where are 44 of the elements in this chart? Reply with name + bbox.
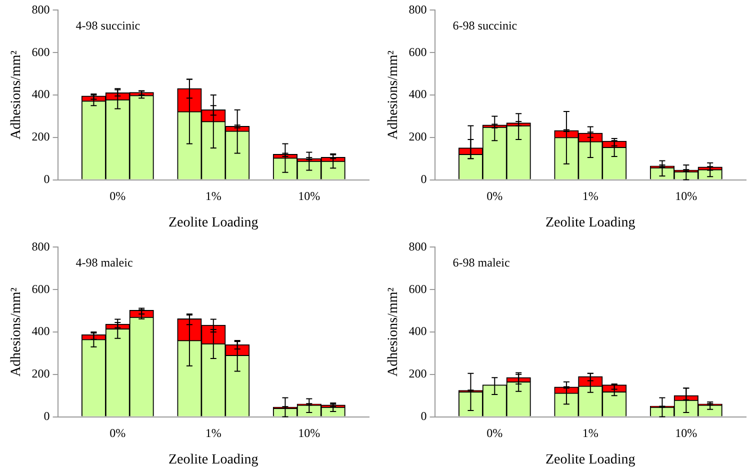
y-axis-title: Adhesions/mm²: [386, 50, 402, 140]
x-tick-label: 0%: [110, 189, 126, 204]
y-tick-label: 400: [32, 87, 50, 102]
x-axis-title: Zeolite Loading: [545, 452, 636, 468]
x-tick-label: 10%: [298, 426, 320, 440]
x-axis-title: Zeolite Loading: [168, 215, 258, 230]
y-tick-label: 200: [408, 130, 427, 144]
x-tick-label: 1%: [205, 426, 222, 440]
text: 4-98 maleic: [76, 255, 133, 270]
x-tick-label: 0%: [486, 189, 503, 204]
y-axis-title: Adhesions/mm²: [9, 50, 24, 140]
y-tick-label: 400: [32, 324, 50, 338]
text: 6-98 succinic: [452, 18, 518, 32]
y-tick-label: 200: [32, 366, 50, 381]
y-tick-label: 400: [408, 87, 427, 102]
y-tick-label: 600: [408, 282, 427, 296]
x-tick-label: 1%: [205, 189, 222, 204]
y-tick-label: 200: [408, 366, 427, 381]
y-tick-label: 0: [44, 408, 50, 423]
y-tick-label: 800: [408, 2, 427, 16]
x-tick-label: 10%: [675, 426, 698, 440]
y-axis-title: Adhesions/mm²: [9, 288, 24, 376]
text: 6-98 maleic: [452, 255, 510, 270]
x-tick-label: 1%: [582, 189, 598, 204]
y-tick-label: 600: [32, 282, 50, 296]
y-axis-title: Adhesions/mm²: [386, 288, 402, 376]
y-tick-label: 0: [420, 172, 427, 186]
y-tick-label: 0: [44, 172, 50, 186]
y-tick-label: 600: [32, 44, 50, 59]
x-tick-label: 0%: [486, 426, 503, 440]
text: 4-98 succinic: [76, 18, 140, 32]
x-tick-label: 10%: [298, 189, 320, 204]
x-axis-title: Zeolite Loading: [168, 452, 258, 468]
y-tick-label: 0: [420, 408, 427, 423]
y-tick-label: 600: [408, 44, 427, 59]
y-tick-label: 200: [32, 130, 50, 144]
x-tick-label: 1%: [582, 426, 598, 440]
y-tick-label: 400: [408, 324, 427, 338]
y-tick-label: 800: [32, 239, 50, 254]
y-tick-label: 800: [408, 239, 427, 254]
y-tick-label: 800: [32, 2, 50, 16]
x-axis-title: Zeolite Loading: [545, 215, 636, 230]
x-tick-label: 0%: [110, 426, 126, 440]
x-tick-label: 10%: [675, 189, 698, 204]
